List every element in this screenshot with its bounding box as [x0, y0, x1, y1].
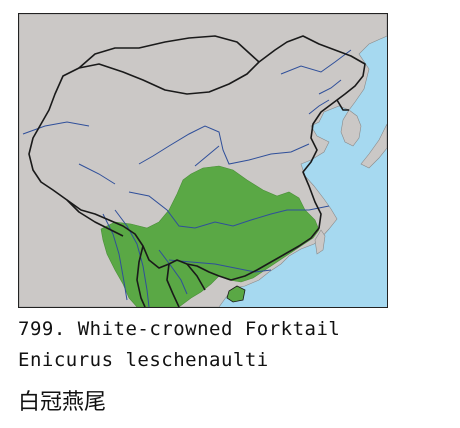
taiwan-island: [314, 229, 326, 255]
pearl-river: [168, 259, 272, 273]
tributary-north: [194, 145, 220, 167]
amur-river: [280, 49, 352, 75]
yellow-river: [138, 125, 310, 165]
korea-peninsula: [340, 109, 362, 147]
scientific-name: Enicurus leschenaulti: [18, 349, 269, 371]
india-border: [66, 199, 124, 237]
vietnam-border: [186, 263, 206, 291]
tarim-river: [22, 121, 90, 135]
borders: [28, 35, 366, 307]
red-river: [158, 249, 188, 295]
salween-river: [102, 213, 128, 301]
species-range: [100, 165, 320, 307]
myanmar-border: [136, 245, 146, 307]
mongolia-border: [78, 35, 260, 69]
yangtze-river: [128, 191, 330, 229]
china-border: [28, 35, 366, 281]
songhua-river: [318, 79, 342, 95]
hainan-island: [226, 285, 246, 303]
korea-border: [336, 99, 349, 111]
japan-island: [360, 123, 387, 169]
liao-river: [308, 99, 330, 115]
species-number-title: 799. White-crowned Forktail: [18, 318, 341, 340]
tributary-west: [78, 163, 116, 185]
chinese-name: 白冠燕尾: [18, 390, 107, 415]
range-map: [18, 13, 388, 308]
laos-border: [166, 263, 180, 307]
